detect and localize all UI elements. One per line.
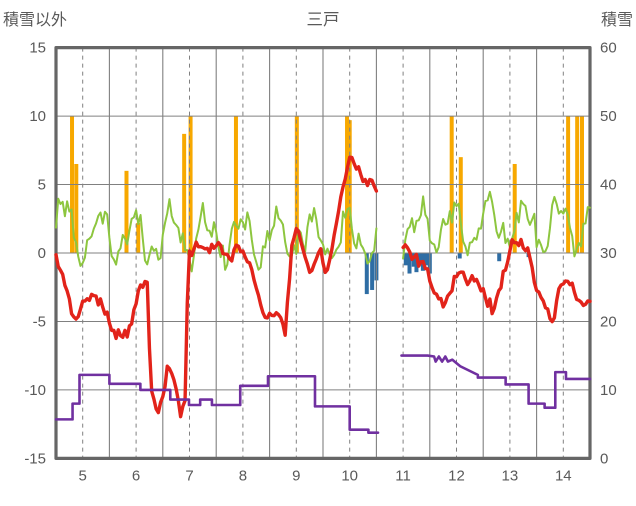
svg-text:50: 50 [600,108,617,125]
svg-text:0: 0 [600,450,608,467]
svg-text:0: 0 [38,245,46,262]
svg-text:7: 7 [185,467,193,484]
svg-text:6: 6 [132,467,140,484]
svg-text:-10: -10 [24,382,46,399]
svg-text:5: 5 [79,467,87,484]
svg-text:20: 20 [600,313,617,330]
svg-text:40: 40 [600,177,617,194]
svg-text:5: 5 [38,177,46,194]
svg-text:10: 10 [341,467,358,484]
svg-text:14: 14 [555,467,572,484]
svg-text:8: 8 [239,467,247,484]
svg-text:11: 11 [395,467,411,484]
svg-text:積雪: 積雪 [601,11,633,29]
svg-text:三戸: 三戸 [307,11,340,29]
svg-text:13: 13 [502,467,519,484]
svg-text:積雪以外: 積雪以外 [3,11,67,29]
svg-text:12: 12 [448,467,465,484]
svg-text:-15: -15 [24,450,46,467]
svg-text:10: 10 [29,108,46,125]
svg-text:9: 9 [292,467,300,484]
svg-text:10: 10 [600,382,617,399]
svg-text:-5: -5 [33,313,46,330]
svg-text:30: 30 [600,245,617,262]
svg-text:15: 15 [29,40,46,57]
svg-text:60: 60 [600,40,617,57]
